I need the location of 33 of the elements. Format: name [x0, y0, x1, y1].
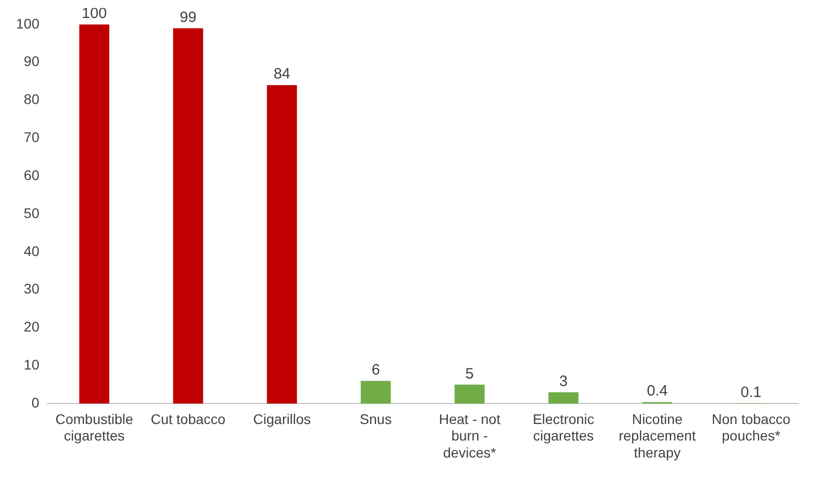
data-label: 100	[82, 5, 107, 22]
y-tick-label: 50	[24, 204, 40, 221]
x-tick-label: Non tobacco pouches*	[712, 410, 791, 444]
x-tick-label: Cigarillos	[253, 410, 311, 427]
y-tick-label: 10	[24, 356, 40, 373]
data-label: 3	[559, 372, 568, 390]
data-label: 0.4	[646, 382, 668, 400]
y-tick-label: 40	[24, 242, 40, 259]
x-tick-label: Cut tobacco	[150, 410, 226, 427]
y-tick-label: 80	[24, 91, 40, 108]
y-tick-label: 60	[24, 166, 40, 183]
bar	[266, 85, 297, 404]
data-label: 84	[274, 66, 290, 83]
data-label: 0.1	[740, 384, 762, 401]
x-tick-label: Heat - not burn - devices*	[438, 410, 500, 460]
y-tick-label: 90	[24, 53, 40, 70]
bar	[360, 380, 391, 404]
data-label: 99	[180, 8, 196, 26]
y-tick-label: 0	[32, 394, 40, 410]
x-tick-label: Nicotine replacement therapy	[618, 410, 696, 460]
data-label: 5	[465, 365, 474, 382]
y-tick-label: 20	[24, 318, 40, 335]
x-tick-label: Snus	[360, 410, 392, 427]
bar	[79, 24, 110, 404]
x-tick-label: Electronic cigarettes	[532, 410, 594, 444]
bar	[173, 28, 204, 404]
data-label: 6	[372, 361, 380, 378]
y-tick-label: 70	[24, 129, 40, 146]
bar	[548, 392, 578, 404]
y-tick-label: 30	[24, 280, 40, 297]
y-tick-label: 100	[16, 15, 40, 32]
bar	[454, 384, 485, 404]
x-tick-label: Combustible cigarettes	[55, 410, 134, 444]
